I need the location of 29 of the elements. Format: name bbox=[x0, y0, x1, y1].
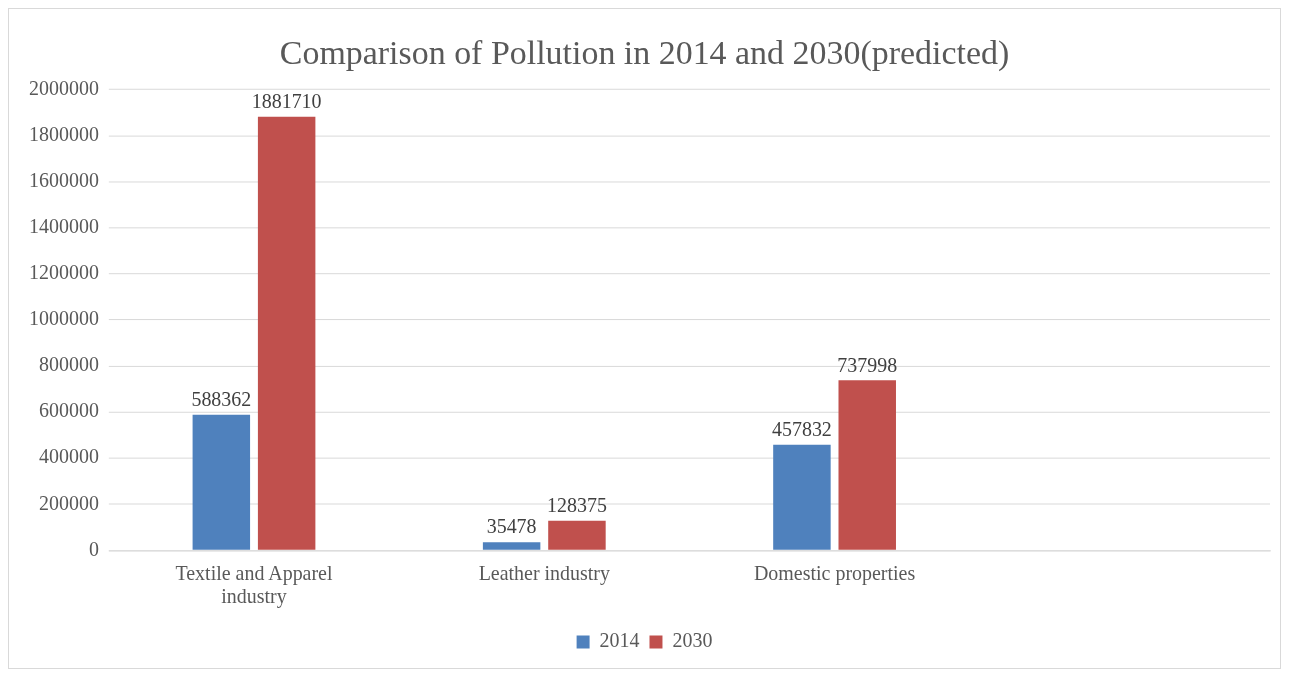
x-tick-label: Leather industry bbox=[478, 561, 610, 585]
bar bbox=[192, 414, 251, 550]
y-tick-label: 1800000 bbox=[29, 122, 99, 145]
chart-title: Comparison of Pollution in 2014 and 2030(predicted) bbox=[279, 34, 1010, 73]
data-label: 128375 bbox=[547, 494, 607, 517]
y-tick-label: 1600000 bbox=[29, 168, 99, 191]
data-label: 35478 bbox=[486, 515, 537, 538]
bar bbox=[257, 116, 316, 550]
y-tick-label: 400000 bbox=[39, 445, 99, 468]
bar bbox=[838, 380, 896, 550]
data-label: 457832 bbox=[771, 418, 832, 441]
x-tick-label: Domestic properties bbox=[753, 561, 916, 585]
data-label: 588362 bbox=[191, 388, 252, 411]
bar bbox=[548, 520, 606, 550]
bar bbox=[773, 444, 831, 550]
data-label: 737998 bbox=[837, 353, 898, 376]
legend-label: 2014 bbox=[599, 629, 640, 652]
y-tick-label: 800000 bbox=[39, 353, 99, 376]
y-tick-label: 200000 bbox=[39, 491, 99, 514]
x-tick-label: Textile and Apparel industry bbox=[175, 561, 333, 609]
y-tick-label: 600000 bbox=[39, 399, 99, 422]
y-tick-label: 0 bbox=[88, 537, 99, 560]
y-tick-label: 1200000 bbox=[29, 261, 99, 284]
bar bbox=[482, 542, 541, 550]
y-tick-label: 1000000 bbox=[29, 307, 99, 330]
data-label: 1881710 bbox=[251, 90, 322, 113]
y-tick-label: 2000000 bbox=[29, 76, 99, 99]
legend-label: 2030 bbox=[672, 629, 713, 652]
y-tick-label: 1400000 bbox=[29, 215, 99, 238]
